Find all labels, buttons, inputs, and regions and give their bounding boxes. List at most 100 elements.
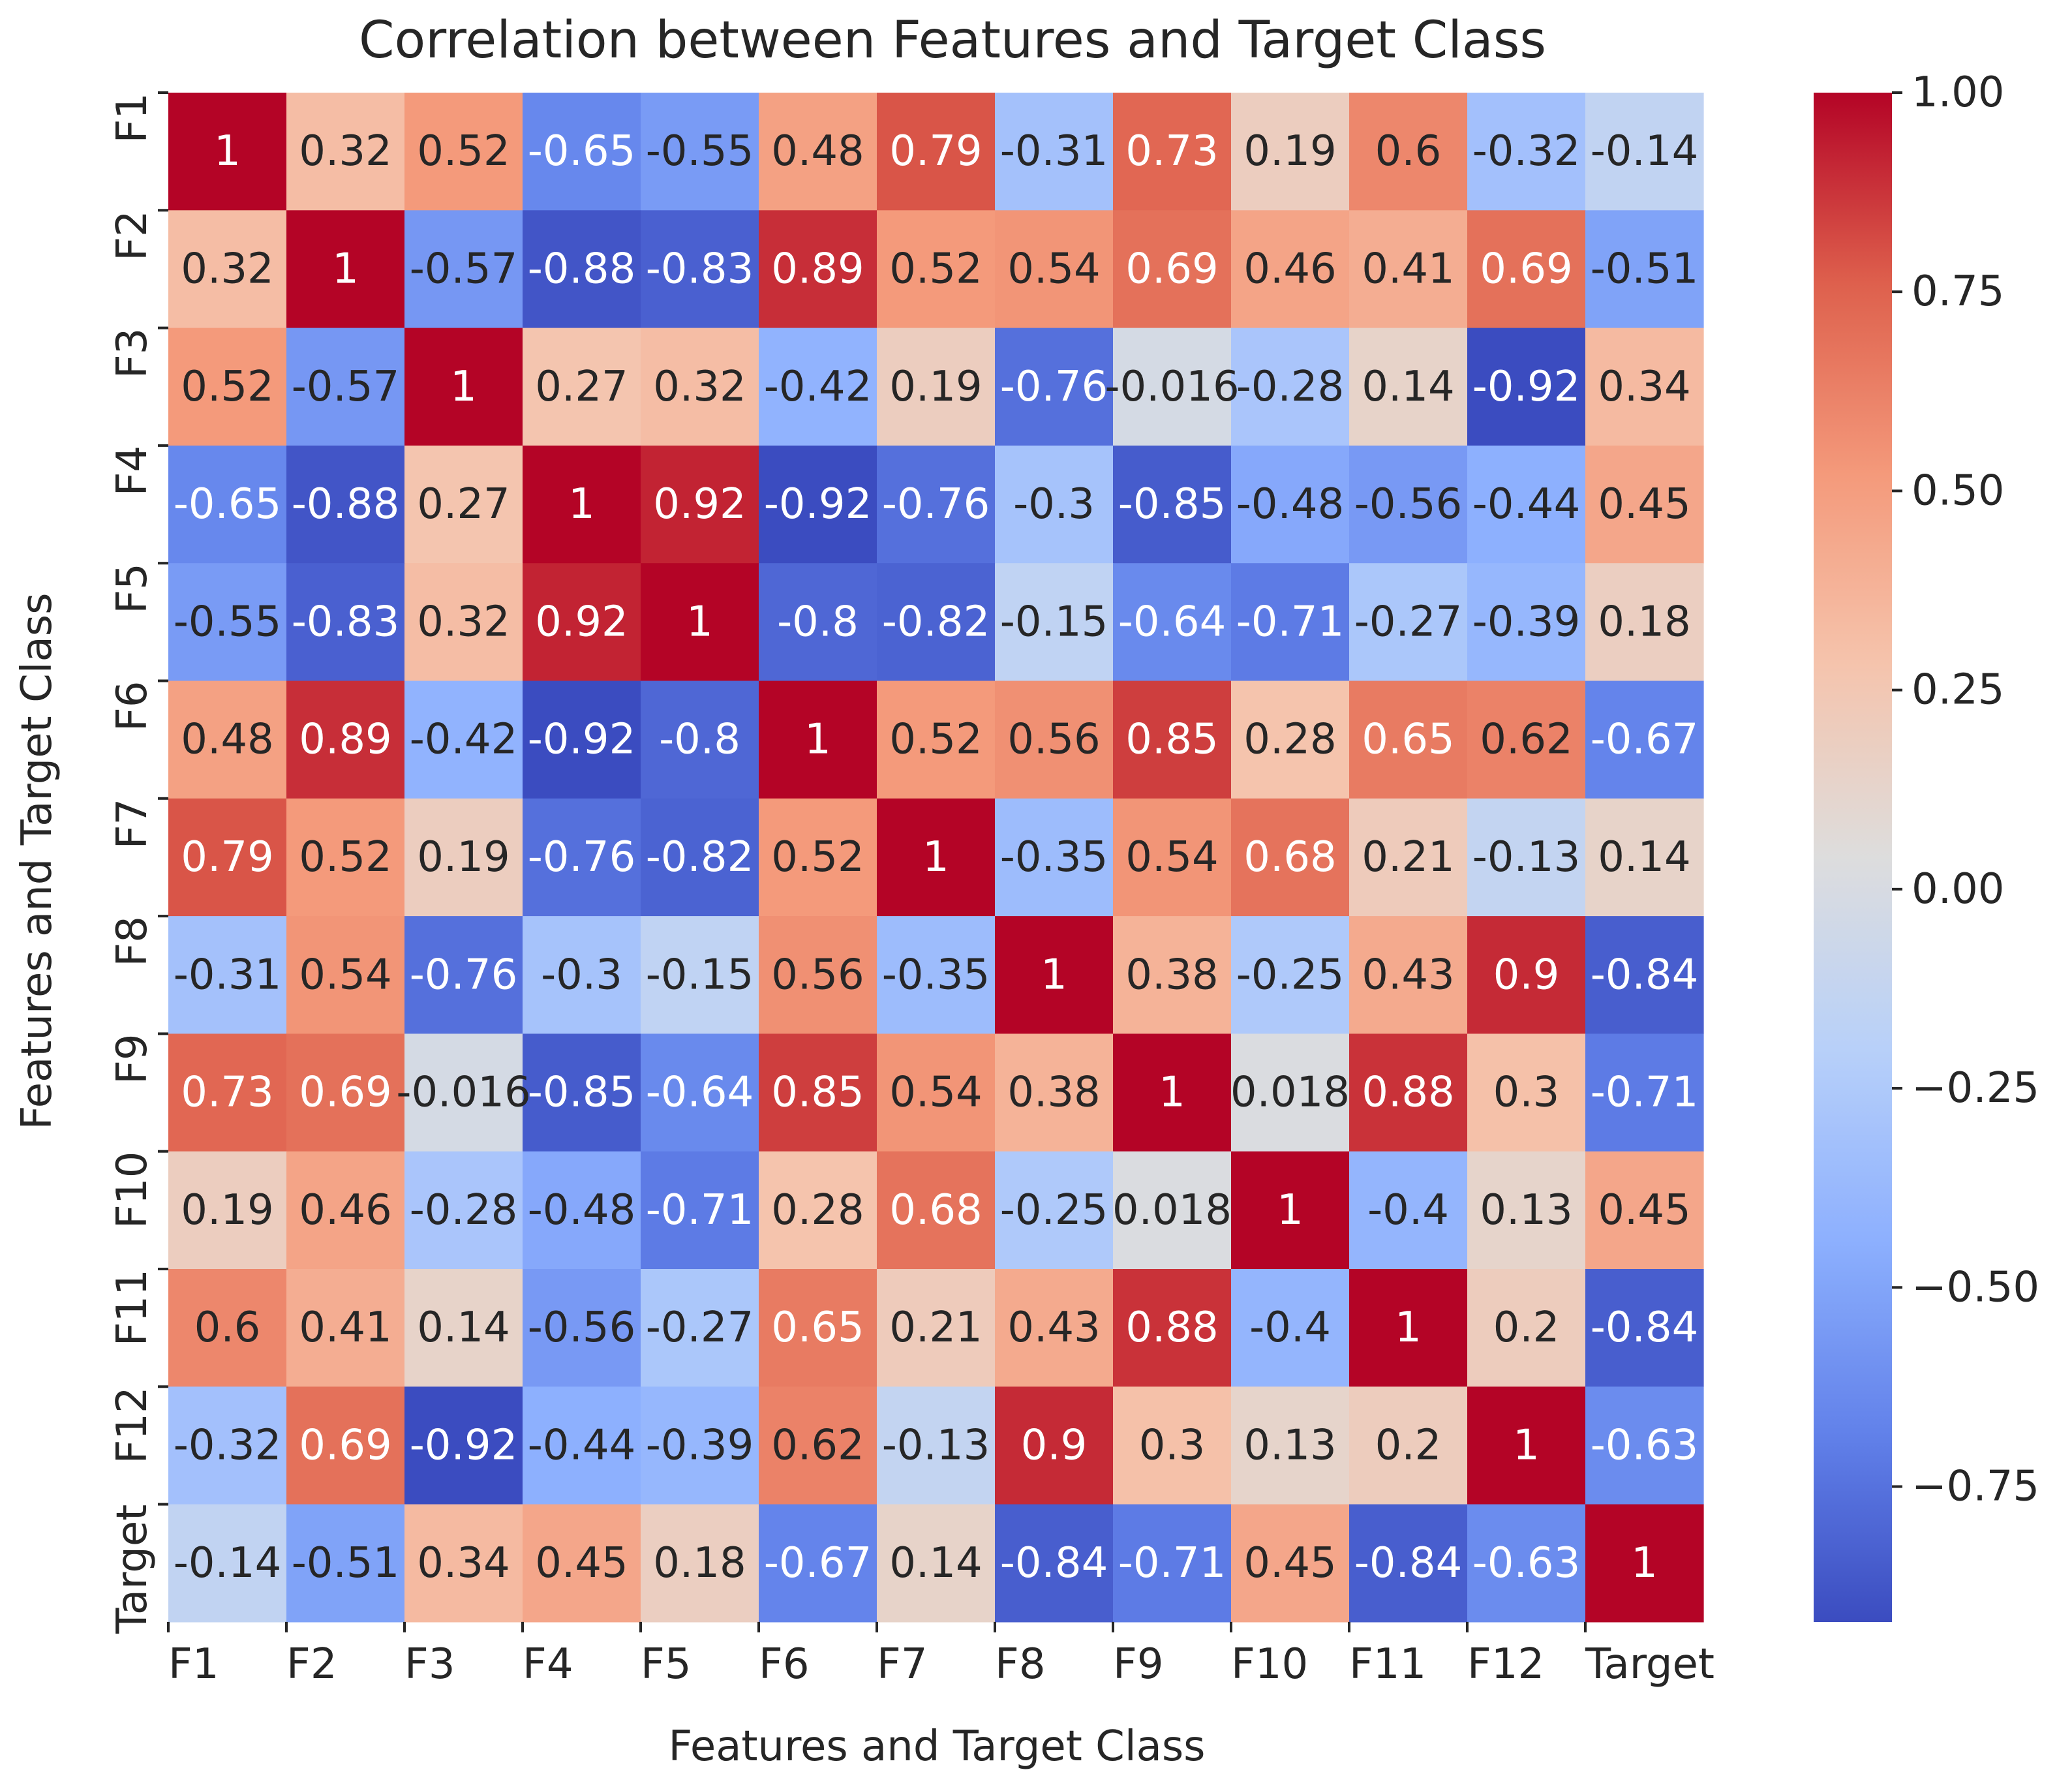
cell-label-F11-F9: 0.88 [1125, 1304, 1219, 1352]
cell-F3-F5 [641, 328, 759, 446]
cell-F8-F11 [1349, 916, 1468, 1034]
cell-F11-F7 [877, 1269, 996, 1387]
cell-F8-F6 [759, 916, 877, 1034]
cell-F4-F5 [641, 445, 759, 564]
cell-label-Target-F3: 0.34 [417, 1539, 510, 1587]
y-tick-label-F2: F2 [108, 210, 157, 261]
cell-F7-F12 [1467, 798, 1586, 917]
cell-label-F12-F10: 0.13 [1243, 1421, 1337, 1469]
cell-label-F9-F5: -0.64 [646, 1069, 754, 1117]
cell-label-F5-F4: 0.92 [535, 598, 628, 646]
cell-F10-F3 [404, 1151, 523, 1270]
cell-F3-F9 [1113, 328, 1232, 446]
cell-label-Target-F1: -0.14 [174, 1539, 282, 1587]
cell-Target-F2 [286, 1504, 405, 1623]
cell-label-F10-F7: 0.68 [889, 1186, 983, 1234]
x-tick-label-F3: F3 [404, 1640, 455, 1689]
cell-F6-F7 [877, 680, 996, 799]
cell-label-F8-F4: -0.3 [541, 951, 622, 999]
cell-F9-F4 [523, 1033, 641, 1152]
cell-F7-F8 [995, 798, 1114, 917]
cell-label-F10-F9: 0.018 [1112, 1186, 1232, 1234]
y-tick-label-F4: F4 [108, 446, 157, 497]
cell-label-F6-F8: 0.56 [1007, 716, 1101, 764]
cell-F5-F11 [1349, 563, 1468, 682]
cell-label-F9-F1: 0.73 [181, 1069, 274, 1117]
cell-F11-F12 [1467, 1269, 1586, 1387]
cell-label-F8-Target: -0.84 [1591, 951, 1699, 999]
cell-F5-F9 [1113, 563, 1232, 682]
cell-F11-F8 [995, 1269, 1114, 1387]
cell-label-F10-F11: -0.4 [1367, 1186, 1449, 1234]
cell-F2-F11 [1349, 210, 1468, 329]
cell-label-F5-F1: -0.55 [174, 598, 282, 646]
cell-label-F11-F11: 1 [1395, 1304, 1422, 1352]
cell-F8-F5 [641, 916, 759, 1034]
cell-label-F1-F9: 0.73 [1125, 127, 1219, 176]
cell-label-F8-F10: -0.25 [1236, 951, 1345, 999]
cell-label-F4-Target: 0.45 [1598, 480, 1691, 528]
cell-Target-F6 [759, 1504, 877, 1623]
cell-F11-F5 [641, 1269, 759, 1387]
x-tick-label-F11: F11 [1349, 1640, 1426, 1689]
cell-label-F2-F12: 0.69 [1480, 245, 1573, 293]
cell-label-F1-F1: 1 [214, 127, 241, 176]
cell-label-F11-F1: 0.6 [194, 1304, 261, 1352]
cell-label-F1-F6: 0.48 [771, 127, 864, 176]
cell-F7-F6 [759, 798, 877, 917]
cell-label-F1-F10: 0.19 [1243, 127, 1337, 176]
y-axis-title: Features and Target Class [13, 593, 61, 1130]
cell-F6-F2 [286, 680, 405, 799]
cell-label-F4-F5: 0.92 [653, 480, 746, 528]
cell-F12-F8 [995, 1386, 1114, 1505]
cell-label-F11-F5: -0.27 [646, 1304, 754, 1352]
cell-F8-F1 [168, 916, 287, 1034]
cell-Target-F7 [877, 1504, 996, 1623]
colorbar-tick-label-7: −0.75 [1912, 1462, 2039, 1510]
cell-F3-F2 [286, 328, 405, 446]
cell-F6-F8 [995, 680, 1114, 799]
cell-F9-F7 [877, 1033, 996, 1152]
colorbar-bar [1814, 93, 1892, 1622]
cell-label-F9-F3: -0.016 [396, 1069, 530, 1117]
cell-label-F12-F3: -0.92 [410, 1421, 518, 1469]
cell-F8-F3 [404, 916, 523, 1034]
cell-label-F1-F5: -0.55 [646, 127, 754, 176]
cell-label-F7-F8: -0.35 [1000, 833, 1108, 881]
cell-F2-F8 [995, 210, 1114, 329]
y-tick-label-F12: F12 [108, 1386, 157, 1463]
cell-label-F5-F11: -0.27 [1354, 598, 1463, 646]
cell-label-F8-F9: 0.38 [1125, 951, 1219, 999]
cell-label-F11-F4: -0.56 [528, 1304, 636, 1352]
cell-label-F9-F7: 0.54 [889, 1069, 983, 1117]
cell-F3-F10 [1231, 328, 1350, 446]
cell-F6-F4 [523, 680, 641, 799]
cell-label-F8-F12: 0.9 [1493, 951, 1560, 999]
x-tick-label-F9: F9 [1113, 1640, 1164, 1689]
cell-F10-F7 [877, 1151, 996, 1270]
cell-F3-F4 [523, 328, 641, 446]
cell-F8-F12 [1467, 916, 1586, 1034]
cell-label-F7-F9: 0.54 [1125, 833, 1219, 881]
cell-F9-F5 [641, 1033, 759, 1152]
cell-label-Target-F8: -0.84 [1000, 1539, 1108, 1587]
cell-F6-F12 [1467, 680, 1586, 799]
heatmap-cells [168, 93, 1704, 1623]
cell-F2-F1 [168, 210, 287, 329]
cell-F4-F11 [1349, 445, 1468, 564]
cell-F7-F10 [1231, 798, 1350, 917]
cell-label-F6-F2: 0.89 [299, 716, 392, 764]
cell-F12-Target [1585, 1386, 1704, 1505]
cell-F12-F7 [877, 1386, 996, 1505]
cell-label-F8-F8: 1 [1041, 951, 1067, 999]
cell-Target-F8 [995, 1504, 1114, 1623]
cell-F1-Target [1585, 93, 1704, 211]
cell-F8-Target [1585, 916, 1704, 1034]
cell-label-F8-F2: 0.54 [299, 951, 392, 999]
colorbar-tick-label-4: 0.00 [1912, 865, 2005, 913]
cell-label-F10-Target: 0.45 [1598, 1186, 1691, 1234]
cell-label-F5-F6: -0.8 [777, 598, 859, 646]
cell-F10-F2 [286, 1151, 405, 1270]
cell-F1-F5 [641, 93, 759, 211]
cell-label-F3-F7: 0.19 [889, 363, 983, 411]
